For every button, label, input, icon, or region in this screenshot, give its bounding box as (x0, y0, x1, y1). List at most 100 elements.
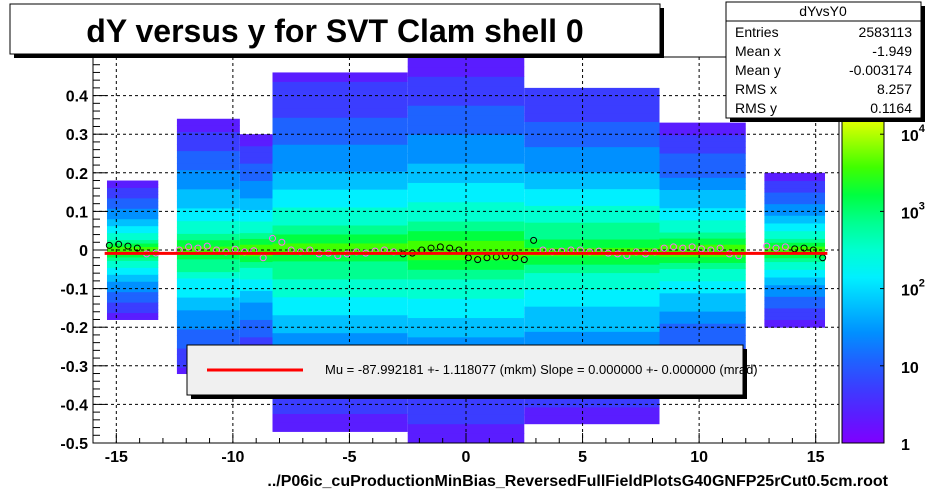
z-tick-label: 103 (901, 200, 925, 222)
heatmap-region-7-band-8 (764, 292, 826, 297)
heatmap-region-5-band-37 (524, 104, 660, 114)
heatmap-region-4-band-23 (407, 211, 525, 222)
heatmap-region-1-band-21 (176, 233, 240, 241)
heatmap-region-1-band-10 (176, 303, 240, 311)
heatmap-region-7-band-13 (764, 273, 826, 278)
profile-point (436, 243, 444, 251)
heatmap-region-6-band-5 (659, 329, 746, 336)
heatmap-region-6-band-29 (659, 183, 746, 190)
heatmap-region-6-band-34 (659, 153, 746, 160)
heatmap-region-6-band-38 (659, 128, 746, 136)
heatmap-region-3-band-1 (272, 413, 408, 423)
heatmap-region-1-band-13 (176, 284, 240, 292)
heatmap-region-3-band-31 (272, 144, 408, 154)
heatmap-region-4-band-26 (407, 182, 525, 193)
heatmap-region-4-band-36 (407, 85, 525, 97)
heatmap-region-7-band-6 (764, 300, 826, 305)
heatmap-region-3-band-2 (272, 404, 408, 414)
z-tick-exponent: 2 (919, 278, 925, 290)
heatmap-region-0-band-33 (106, 201, 159, 206)
heatmap-region-5-band-36 (524, 113, 660, 122)
heatmap-region-3-band-35 (272, 108, 408, 118)
heatmap-region-6-band-26 (659, 201, 746, 209)
heatmap-region-1-band-22 (176, 227, 240, 234)
chart-title: dY versus y for SVT Clam shell 0 (86, 13, 583, 49)
stats-rows: Entries 2583113 Mean x -1.949 Mean y -0.00317… (735, 24, 912, 116)
stats-label: Mean x (735, 43, 781, 59)
z-tick-exponent: 4 (919, 123, 926, 135)
heatmap-region-2-band-13 (239, 284, 273, 292)
x-axis: -15 -10 -5 0 5 10 15 (92, 433, 840, 466)
heatmap-region-3-band-25 (272, 198, 408, 208)
heatmap-region-3-band-30 (272, 153, 408, 163)
heatmap-region-5-band-35 (524, 121, 660, 131)
heatmap-region-6-band-19 (659, 244, 746, 251)
profile-point (124, 242, 132, 250)
heatmap-region-3-band-3 (272, 395, 408, 405)
heatmap-region-7-band-2 (764, 315, 826, 320)
heatmap-region-6-band-21 (659, 232, 746, 239)
heatmap-region-6-band-39 (659, 122, 746, 130)
heatmap-region-2-band-21 (239, 238, 273, 245)
heatmap-region-2-band-7 (239, 319, 273, 326)
heatmap-region-6-band-20 (659, 238, 746, 245)
heatmap-region-6-band-27 (659, 195, 746, 203)
heatmap-region-4-band-18 (407, 259, 525, 270)
heatmap-region-5-band-16 (524, 280, 660, 290)
heatmap-region-5-band-24 (524, 213, 660, 223)
heatmap-region-1-band-7 (176, 322, 240, 330)
heatmap-region-7-band-9 (764, 288, 826, 293)
heatmap-region-1-band-14 (176, 277, 240, 285)
heatmap-region-7-band-21 (764, 242, 826, 247)
heatmap-region-6-band-23 (659, 219, 746, 227)
heatmap-region-1-band-11 (176, 297, 240, 304)
heatmap-region-7-band-4 (764, 307, 826, 313)
heatmap-region-3-band-21 (272, 233, 408, 244)
profile-point (105, 241, 113, 249)
heatmap-region-7-band-33 (764, 195, 826, 201)
stats-value: 8.257 (877, 81, 912, 97)
heatmap-region-6-band-14 (659, 274, 746, 282)
heatmap-region-4-band-39 (407, 57, 525, 68)
heatmap-region-0-band-18 (106, 253, 159, 258)
heatmap-region-4-band-11 (407, 327, 525, 338)
heatmap-region-7-band-32 (764, 199, 826, 205)
profile-point (781, 243, 789, 251)
heatmap-region-7-band-23 (764, 234, 826, 239)
heatmap-region-7-band-1 (764, 319, 826, 324)
heatmap-region-2-band-32 (239, 174, 273, 182)
heatmap-region-7-band-36 (764, 184, 826, 189)
heatmap-region-2-band-22 (239, 232, 273, 239)
heatmap-region-0-band-36 (106, 190, 159, 195)
heatmap-region-3-band-10 (272, 332, 408, 343)
z-tick-exponent: 3 (919, 200, 925, 212)
x-tick-label: -5 (342, 449, 356, 466)
heatmap-region-6-band-37 (659, 134, 746, 142)
heatmap-region-6-band-15 (659, 268, 746, 276)
heatmap-region-0-band-20 (106, 246, 159, 251)
heatmap-region-0-band-28 (106, 218, 159, 223)
y-tick-label: -0.3 (60, 359, 88, 376)
heatmap-region-0-band-7 (106, 291, 159, 296)
heatmap-region-6-band-6 (659, 323, 746, 330)
heatmap-region-5-band-17 (524, 272, 660, 282)
x-tick-label: -10 (221, 449, 244, 466)
heatmap-region-2-band-27 (239, 203, 273, 210)
profile-point (716, 244, 724, 252)
heatmap-region-3-band-39 (272, 72, 408, 82)
heatmap-region-3-band-18 (272, 260, 408, 271)
heatmap-region-6-band-11 (659, 292, 746, 300)
profile-point (530, 236, 538, 244)
heatmap-region-0-band-35 (106, 194, 159, 199)
heatmap-region-2-band-20 (239, 244, 273, 251)
heatmap-region-6-band-13 (659, 280, 746, 288)
heatmap-region-4-band-29 (407, 153, 525, 164)
stats-label: Mean y (735, 62, 781, 78)
heatmap-region-5-band-31 (524, 155, 660, 164)
heatmap-region-2-band-9 (239, 307, 273, 315)
heatmap-region-7-band-24 (764, 230, 826, 236)
heatmap-region-0-band-2 (106, 309, 159, 314)
heatmap-region-2-band-11 (239, 296, 273, 303)
heatmap-region-6-band-31 (659, 171, 746, 178)
